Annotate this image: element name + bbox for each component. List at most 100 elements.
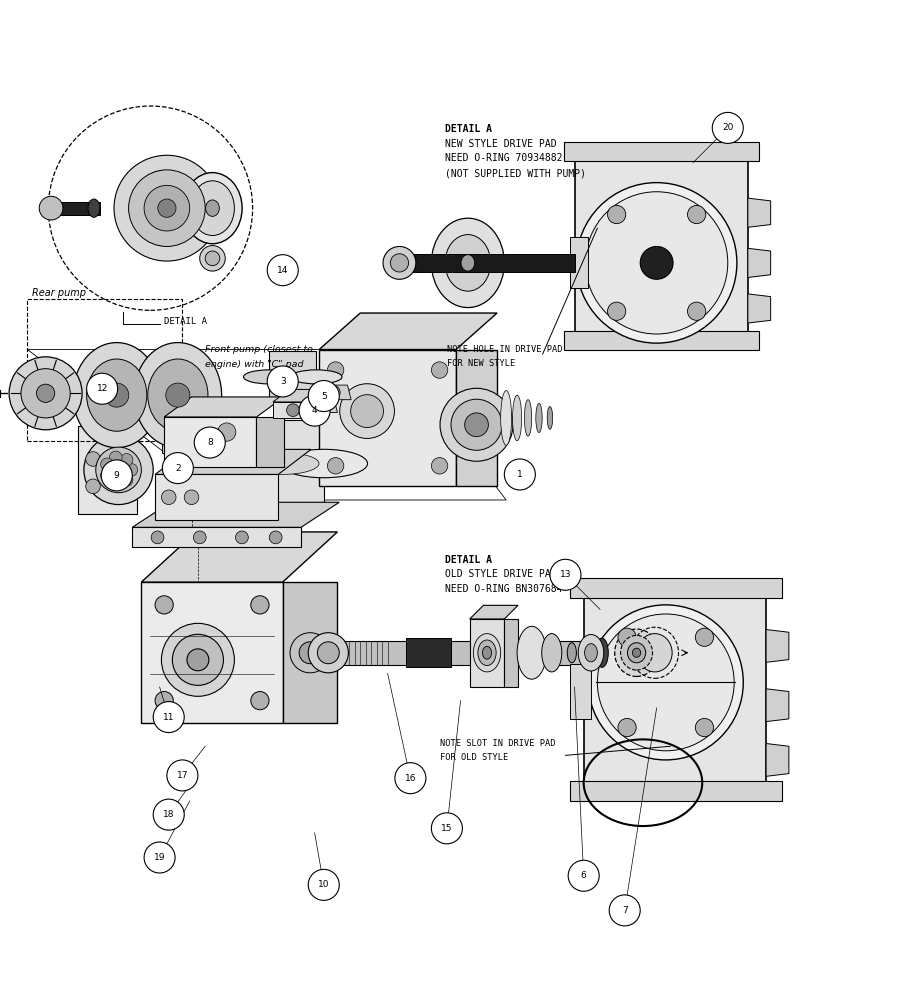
- Polygon shape: [319, 313, 496, 350]
- Ellipse shape: [87, 359, 147, 431]
- Circle shape: [640, 246, 672, 279]
- Polygon shape: [77, 426, 137, 514]
- Ellipse shape: [524, 400, 531, 436]
- Circle shape: [687, 205, 705, 224]
- Ellipse shape: [291, 370, 342, 384]
- Circle shape: [101, 460, 132, 491]
- Text: engine) with "C" pad: engine) with "C" pad: [205, 360, 303, 369]
- Text: 4: 4: [312, 406, 317, 415]
- Circle shape: [251, 596, 269, 614]
- Circle shape: [36, 384, 55, 402]
- Ellipse shape: [431, 218, 504, 308]
- Text: NEED O-RING 70934882: NEED O-RING 70934882: [445, 153, 562, 163]
- Circle shape: [269, 531, 281, 544]
- Text: (NOT SUPPLIED WITH PUMP): (NOT SUPPLIED WITH PUMP): [445, 168, 586, 178]
- Polygon shape: [504, 619, 517, 687]
- Circle shape: [711, 112, 742, 143]
- Circle shape: [431, 458, 447, 474]
- Polygon shape: [469, 619, 504, 687]
- Text: 12: 12: [97, 384, 107, 393]
- Polygon shape: [765, 630, 788, 662]
- Circle shape: [325, 385, 340, 400]
- Ellipse shape: [445, 235, 490, 291]
- Ellipse shape: [244, 453, 319, 474]
- Circle shape: [286, 404, 299, 417]
- Polygon shape: [155, 474, 278, 520]
- Polygon shape: [132, 527, 301, 547]
- Circle shape: [687, 302, 705, 320]
- Circle shape: [193, 531, 206, 544]
- Text: 7: 7: [621, 906, 627, 915]
- Circle shape: [105, 383, 128, 407]
- Text: 11: 11: [163, 713, 174, 722]
- Circle shape: [618, 628, 636, 646]
- Polygon shape: [272, 402, 313, 418]
- Circle shape: [290, 633, 330, 673]
- Ellipse shape: [87, 199, 99, 217]
- Polygon shape: [141, 532, 337, 582]
- Ellipse shape: [205, 251, 220, 266]
- Ellipse shape: [584, 644, 597, 662]
- Polygon shape: [456, 350, 496, 486]
- Circle shape: [100, 469, 113, 482]
- Circle shape: [383, 246, 415, 279]
- Polygon shape: [747, 294, 770, 323]
- Circle shape: [267, 255, 298, 286]
- Circle shape: [588, 605, 742, 760]
- Ellipse shape: [619, 635, 652, 670]
- Polygon shape: [563, 331, 758, 350]
- Circle shape: [125, 464, 138, 476]
- Polygon shape: [747, 198, 770, 227]
- Circle shape: [394, 763, 425, 794]
- Circle shape: [39, 196, 63, 220]
- Ellipse shape: [482, 646, 491, 659]
- Circle shape: [109, 476, 122, 489]
- Circle shape: [21, 369, 70, 418]
- Polygon shape: [574, 144, 747, 345]
- Polygon shape: [569, 664, 590, 719]
- Text: FOR OLD STYLE: FOR OLD STYLE: [440, 753, 508, 762]
- Circle shape: [609, 895, 640, 926]
- Circle shape: [100, 458, 113, 471]
- Ellipse shape: [206, 434, 220, 456]
- Circle shape: [162, 453, 193, 484]
- Ellipse shape: [134, 343, 221, 448]
- Polygon shape: [56, 202, 100, 215]
- Circle shape: [339, 384, 394, 438]
- Circle shape: [109, 451, 122, 464]
- Ellipse shape: [243, 370, 294, 384]
- Circle shape: [267, 366, 298, 397]
- Circle shape: [144, 185, 189, 231]
- Circle shape: [153, 799, 184, 830]
- Polygon shape: [583, 582, 765, 796]
- Circle shape: [350, 395, 383, 427]
- Circle shape: [114, 155, 220, 261]
- Text: 8: 8: [207, 438, 212, 447]
- Text: 15: 15: [441, 824, 452, 833]
- Circle shape: [166, 383, 189, 407]
- Ellipse shape: [631, 648, 640, 657]
- Text: 20: 20: [722, 123, 732, 132]
- Ellipse shape: [614, 629, 658, 676]
- Polygon shape: [219, 420, 323, 507]
- Circle shape: [576, 183, 736, 343]
- Circle shape: [184, 490, 199, 505]
- Text: 5: 5: [321, 392, 326, 401]
- Text: 14: 14: [277, 266, 288, 275]
- Circle shape: [120, 474, 133, 486]
- Circle shape: [504, 459, 535, 490]
- Text: FOR NEW STYLE: FOR NEW STYLE: [446, 359, 515, 368]
- Text: 2: 2: [175, 464, 180, 473]
- Polygon shape: [256, 417, 283, 467]
- Polygon shape: [269, 351, 316, 402]
- Ellipse shape: [148, 359, 208, 431]
- Polygon shape: [132, 502, 339, 527]
- Circle shape: [84, 435, 153, 505]
- Ellipse shape: [190, 181, 234, 236]
- Circle shape: [431, 813, 462, 844]
- Ellipse shape: [500, 391, 511, 445]
- Text: NEED O-RING BN307684: NEED O-RING BN307684: [445, 584, 562, 594]
- Text: NEW STYLE DRIVE PAD: NEW STYLE DRIVE PAD: [445, 139, 556, 149]
- Ellipse shape: [541, 634, 561, 672]
- Polygon shape: [569, 237, 588, 288]
